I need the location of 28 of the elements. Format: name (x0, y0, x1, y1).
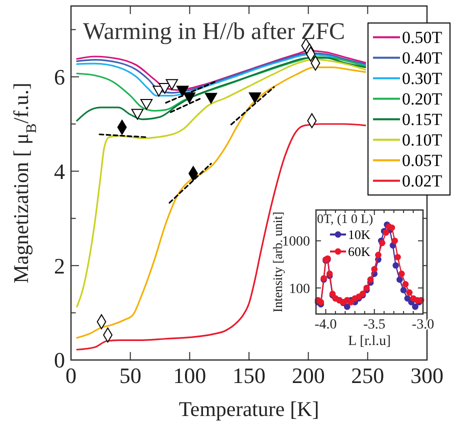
y-tick-label: 6 (54, 64, 65, 90)
legend-label: 0.05T (402, 151, 443, 170)
chart-title: 0T, (1 0 L) (317, 211, 374, 226)
legend-label: 10K (348, 227, 371, 242)
x-tick-label: 50 (119, 363, 142, 388)
x-axis-title: Temperature [K] (178, 397, 320, 421)
legend-label: 0.40T (402, 48, 443, 68)
y-tick-label: 4 (54, 158, 65, 184)
x-axis-title: L [r.l.u] (348, 334, 391, 349)
legend-label: 0.15T (402, 110, 443, 130)
y-tick-label: 2 (54, 253, 65, 278)
legend-label: 0.02T (402, 172, 443, 191)
y-tick-label: 0 (54, 348, 65, 373)
x-tick-label: -4.0 (314, 318, 337, 333)
x-tick-label: -3.5 (363, 318, 386, 333)
x-tick-label: 300 (410, 363, 444, 388)
x-tick-label: 100 (173, 363, 206, 388)
text: Warming in H//b after ZFC (83, 19, 346, 45)
y-tick-label: 1000 (282, 234, 310, 250)
x-tick-label: 150 (232, 363, 266, 388)
x-tick-label: 200 (292, 363, 325, 388)
legend-label: 60K (348, 244, 371, 260)
y-axis-title: Intensity [arb. unit] (270, 212, 285, 312)
legend-label: 0.30T (402, 69, 443, 88)
x-tick-label: 250 (351, 363, 384, 388)
legend-label: 0.50T (402, 28, 443, 48)
legend-label: 0.20T (402, 90, 443, 109)
legend-label: 0.10T (402, 130, 443, 150)
